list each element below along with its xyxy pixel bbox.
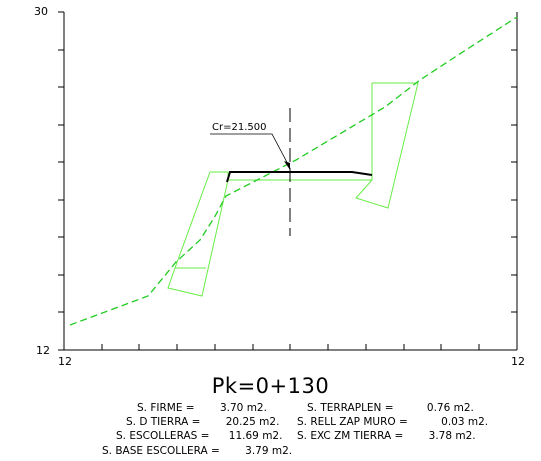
quantity-s-base-escollera: S. BASE ESCOLLERA = 3.79 m2. — [102, 445, 292, 457]
quantity-value: 3.70 — [219, 402, 244, 414]
terrain-line — [69, 16, 518, 326]
cr-arrow — [284, 161, 290, 170]
quantity-label: S. TERRAPLEN = — [307, 402, 394, 414]
quantity-label: S. EXC ZM TIERRA = — [297, 430, 404, 442]
quantity-unit: m2. — [246, 402, 267, 414]
quantity-label: S. RELL ZAP MURO = — [297, 416, 408, 428]
quantity-label: S. ESCOLLERAS = — [116, 430, 210, 442]
quantity-label: S. FIRME = — [137, 402, 195, 414]
quantity-unit: m2. — [262, 430, 283, 442]
quantity-value: 11.69 — [228, 430, 259, 442]
right-ticks — [511, 49, 517, 313]
quantity-s-escolleras: S. ESCOLLERAS = 11.69 m2. — [116, 430, 282, 442]
quantity-s-exc-zm-tierra: S. EXC ZM TIERRA = 3.78 m2. — [297, 430, 476, 442]
left-ticks — [58, 11, 64, 351]
left-wall — [167, 171, 229, 297]
quantity-s-rell-zap-muro: S. RELL ZAP MURO = 0.03 m2. — [297, 416, 488, 428]
quantity-label: S. D TIERRA = — [126, 416, 201, 428]
quantity-unit: m2. — [467, 416, 489, 428]
x-axis-right-label: 12 — [511, 355, 525, 368]
bottom-ticks — [101, 344, 480, 350]
y-axis-bottom-label: 12 — [36, 344, 50, 357]
quantity-value: 0.03 — [441, 416, 465, 428]
right-wall — [355, 82, 419, 209]
y-axis-top-label: 30 — [34, 5, 48, 18]
quantity-unit: m2. — [453, 402, 474, 414]
quantity-unit: m2. — [271, 445, 293, 457]
quantity-label: S. BASE ESCOLLERA = — [102, 445, 220, 457]
quantity-s-firme: S. FIRME = 3.70 m2. — [137, 402, 267, 414]
quantity-s-terraplen: S. TERRAPLEN = 0.76 m2. — [307, 402, 474, 414]
quantity-s-d-tierra: S. D TIERRA = 20.25 m2. — [126, 416, 279, 428]
quantity-unit: m2. — [259, 416, 280, 428]
quantity-value: 0.76 — [426, 402, 451, 414]
x-axis-left-label: 12 — [58, 355, 72, 368]
quantity-value: 3.78 — [428, 430, 453, 442]
road-surface — [226, 171, 373, 183]
quantity-value: 3.79 — [245, 445, 269, 457]
quantity-unit: m2. — [455, 430, 476, 442]
quantity-value: 20.25 — [225, 416, 256, 428]
cr-label: Cr=21.500 — [212, 122, 267, 133]
section-title: Pk=0+130 — [211, 374, 330, 398]
cr-leader — [210, 133, 291, 169]
